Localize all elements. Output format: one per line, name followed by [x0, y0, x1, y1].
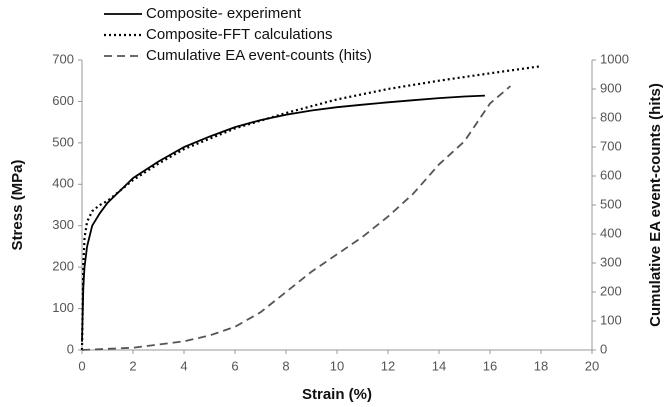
x-tick-label: 16: [483, 358, 497, 373]
y-tick-label: 100: [52, 300, 74, 315]
y2-tick-label: 0: [600, 341, 607, 356]
y2-tick-label: 900: [600, 80, 622, 95]
x-tick-label: 4: [180, 358, 187, 373]
y-tick-label: 300: [52, 217, 74, 232]
y-tick-label: 0: [67, 341, 74, 356]
legend-label: Composite-FFT calculations: [146, 26, 332, 43]
y2-tick-label: 800: [600, 109, 622, 124]
y2-tick-label: 400: [600, 225, 622, 240]
y2-tick-label: 100: [600, 312, 622, 327]
y2-tick-label: 1000: [600, 51, 629, 66]
x-tick-label: 6: [231, 358, 238, 373]
x-tick-label: 8: [282, 358, 289, 373]
series-line: [80, 65, 542, 351]
x-tick-label: 12: [381, 358, 395, 373]
series-line: [81, 85, 511, 351]
y-tick-label: 200: [52, 259, 74, 274]
y2-tick-label: 200: [600, 283, 622, 298]
x-tick-label: 10: [330, 358, 344, 373]
y2-axis-label: Cumulative EA event-counts (hits): [647, 83, 664, 327]
y-tick-label: 400: [52, 176, 74, 191]
series-line: [81, 94, 485, 342]
y-axis-label: Stress (MPa): [9, 160, 26, 251]
x-tick-label: 20: [585, 358, 599, 373]
y-tick-label: 500: [52, 134, 74, 149]
y2-tick-label: 500: [600, 196, 622, 211]
y2-tick-label: 300: [600, 254, 622, 269]
x-tick-label: 2: [129, 358, 136, 373]
x-tick-label: 14: [432, 358, 446, 373]
y2-tick-label: 600: [600, 167, 622, 182]
x-axis-label: Strain (%): [302, 386, 372, 403]
x-tick-label: 18: [534, 358, 548, 373]
legend-label: Cumulative EA event-counts (hits): [146, 47, 372, 64]
y2-tick-label: 700: [600, 138, 622, 153]
y-tick-label: 700: [52, 51, 74, 66]
y-tick-label: 600: [52, 93, 74, 108]
x-tick-label: 0: [78, 358, 85, 373]
legend-label: Composite- experiment: [146, 5, 302, 22]
